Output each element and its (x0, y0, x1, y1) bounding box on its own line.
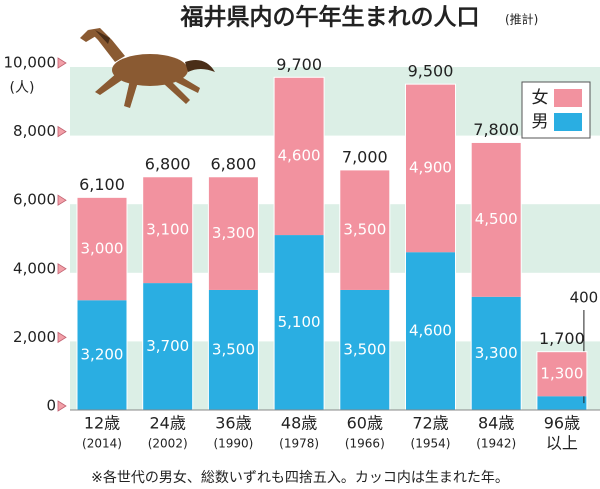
bar-segment (536, 351, 587, 397)
x-tick-sublabel: (2014) (82, 437, 122, 451)
legend-label: 男 (532, 112, 549, 132)
x-tick-sublabel: (1966) (345, 437, 385, 451)
bar-segment (77, 300, 127, 410)
bar-value-label: 3,000 (81, 239, 124, 257)
x-tick-label: 12歳 (84, 414, 120, 433)
bar-segment (536, 396, 587, 410)
x-tick-label: 72歳 (412, 414, 448, 433)
x-tick-label: 36歳 (215, 414, 251, 433)
y-tick-label: 2,000 (13, 328, 56, 346)
x-tick-sublabel: (2002) (148, 437, 188, 451)
x-tick-label: 24歳 (150, 414, 186, 433)
x-tick-sublabel: (1954) (411, 437, 451, 451)
bar-segment (274, 235, 325, 410)
total-label: 6,800 (145, 154, 191, 173)
bar-value-label: 3,500 (343, 340, 386, 358)
bar-segment (339, 289, 390, 410)
x-tick-label: 48歳 (281, 414, 317, 433)
total-label: 6,100 (79, 175, 125, 194)
bar-value-label: 3,200 (81, 346, 124, 364)
tick-mark (57, 400, 67, 412)
bar-value-label: 3,300 (475, 344, 518, 362)
y-tick-label: 0 (46, 397, 56, 415)
bar-segment (405, 84, 456, 253)
tick-mark (57, 263, 67, 275)
horse-illustration (80, 28, 215, 108)
bar-segment (405, 252, 456, 410)
bar-segment (471, 296, 522, 410)
tick-mark (57, 57, 67, 69)
total-label: 6,800 (210, 154, 256, 173)
bar-value-label: 400 (570, 289, 599, 307)
x-tick-sublabel: 以上 (546, 434, 578, 453)
bar-value-label: 4,900 (409, 159, 452, 177)
bar-segment (77, 197, 127, 301)
total-label: 7,800 (473, 120, 519, 139)
bar-value-label: 5,100 (278, 313, 321, 331)
x-tick-label: 96歳 (544, 414, 580, 433)
bar-value-label: 3,300 (212, 224, 255, 242)
tick-mark (57, 125, 67, 138)
bar-segment (208, 176, 259, 290)
footnote: ※各世代の男女、総数いずれも四捨五入。カッコ内は生まれた年。 (91, 469, 509, 486)
x-tick-sublabel: (1990) (213, 437, 253, 451)
bar-segment (142, 176, 193, 284)
y-tick-label: 10,000 (4, 54, 57, 72)
legend-swatch (554, 89, 582, 107)
x-tick-label: 60歳 (347, 414, 383, 433)
bar-value-label: 3,700 (146, 337, 189, 355)
bar-value-label: 4,500 (475, 210, 518, 228)
legend-label: 女 (532, 88, 549, 108)
tick-mark (57, 194, 67, 206)
bar-value-label: 3,500 (343, 220, 386, 238)
chart-title: 福井県内の午年生まれの人口 (180, 4, 480, 31)
bar-segment (339, 169, 390, 290)
chart-subtitle: (推計) (505, 12, 538, 27)
total-label: 7,000 (342, 147, 388, 166)
bar-value-label: 3,500 (212, 340, 255, 358)
x-tick-label: 84歳 (478, 414, 514, 433)
total-label: 9,500 (408, 62, 454, 81)
x-tick-sublabel: (1942) (476, 437, 516, 451)
bar-segment (274, 77, 325, 236)
bar-segment (471, 142, 522, 297)
total-label: 1,700 (539, 329, 585, 348)
total-label: 9,700 (276, 55, 322, 74)
bar-value-label: 4,600 (409, 322, 452, 340)
y-axis-label: (人) (10, 80, 35, 96)
bar-value-label: 4,600 (278, 147, 321, 165)
bar-value-label: 3,100 (146, 220, 189, 238)
x-tick-sublabel: (1978) (279, 437, 319, 451)
bar-segment (142, 283, 193, 410)
bar-value-label: 1,300 (540, 364, 583, 382)
y-tick-label: 6,000 (13, 191, 56, 209)
legend-swatch (554, 113, 582, 131)
tick-mark (57, 331, 67, 344)
y-tick-label: 4,000 (13, 259, 56, 277)
y-tick-label: 8,000 (13, 122, 56, 140)
bar-segment (208, 289, 259, 410)
